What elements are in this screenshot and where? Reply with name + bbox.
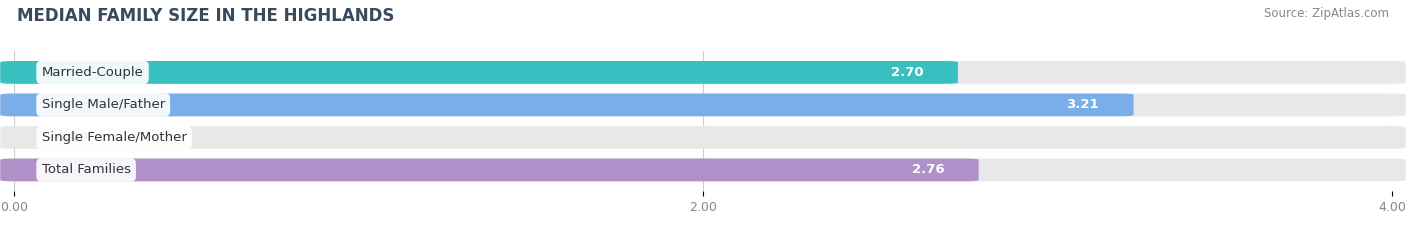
Text: 2.70: 2.70 [891, 66, 924, 79]
Text: 3.21: 3.21 [1067, 98, 1099, 111]
Text: Total Families: Total Families [42, 163, 131, 176]
FancyBboxPatch shape [0, 93, 1133, 116]
FancyBboxPatch shape [0, 93, 1406, 116]
Text: Source: ZipAtlas.com: Source: ZipAtlas.com [1264, 7, 1389, 20]
FancyBboxPatch shape [0, 61, 957, 84]
FancyBboxPatch shape [0, 61, 1406, 84]
Text: 2.76: 2.76 [911, 163, 945, 176]
Text: Single Female/Mother: Single Female/Mother [42, 131, 187, 144]
FancyBboxPatch shape [0, 126, 1406, 149]
Text: 0.00: 0.00 [55, 131, 89, 144]
FancyBboxPatch shape [0, 158, 979, 181]
Text: Married-Couple: Married-Couple [42, 66, 143, 79]
FancyBboxPatch shape [0, 158, 1406, 181]
Text: Single Male/Father: Single Male/Father [42, 98, 165, 111]
Text: MEDIAN FAMILY SIZE IN THE HIGHLANDS: MEDIAN FAMILY SIZE IN THE HIGHLANDS [17, 7, 394, 25]
